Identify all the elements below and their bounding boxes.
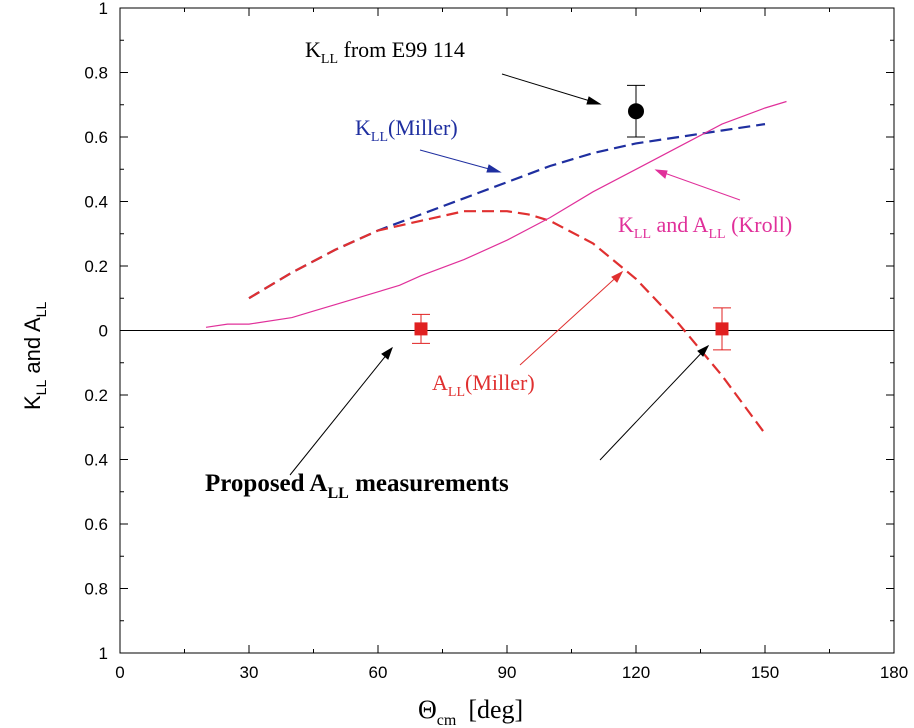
y-tick-label: 0.6 — [84, 515, 108, 534]
y-tick-label: 0.4 — [84, 451, 108, 470]
annotation-kll-miller-k: K — [355, 115, 371, 140]
arrow-proposed-left — [289, 347, 393, 476]
ticks: 0 30 60 90 120 150 180 1 0.8 0.6 0.4 0.2 0 0.2 0.4 0.6 0… — [84, 0, 908, 682]
arrowhead-proposed-left — [381, 346, 393, 360]
x-tick-label: 150 — [751, 663, 779, 682]
arrowhead-kroll — [654, 169, 668, 179]
x-tick-label: 120 — [622, 663, 650, 682]
arrow-all-miller — [519, 271, 623, 366]
data-point-1 — [414, 322, 428, 336]
arrowhead-all-miller — [611, 270, 624, 283]
annotation-all-miller-a: A — [432, 370, 448, 395]
annotation-kll-e99: KLL from E99 114 — [305, 37, 465, 67]
annotation-arrows — [289, 73, 741, 476]
x-tick-label: 90 — [498, 663, 517, 682]
annotation-kll-miller-sub: LL — [371, 130, 388, 145]
annotation-proposed-sub: LL — [327, 485, 348, 502]
arrow-kroll — [655, 169, 741, 201]
arrow-kll-miller — [419, 149, 501, 173]
annotation-kll-e99-k: K — [305, 37, 321, 62]
y-axis-label-a: A — [20, 317, 45, 332]
arrowhead-kll-miller — [486, 164, 502, 173]
series-line-1 — [248, 210, 766, 435]
arrowhead-e99 — [586, 96, 602, 105]
y-tick-label: 0.4 — [84, 193, 108, 212]
annotation-kroll-k: K — [618, 212, 634, 237]
annotation-kll-e99-sub: LL — [321, 52, 338, 67]
annotation-kll-miller: KLL(Miller) — [355, 115, 458, 145]
x-tick-label: 0 — [115, 663, 124, 682]
annotation-all-miller: ALL(Miller) — [432, 370, 535, 400]
y-tick-label: 1 — [99, 644, 108, 663]
annotation-proposed-rest: measurements — [349, 470, 509, 497]
arrow-e99 — [501, 73, 601, 105]
data-point-2 — [715, 322, 729, 336]
y-tick-label: 0.2 — [84, 386, 108, 405]
annotation-kroll-and: and A — [651, 212, 709, 237]
x-axis-label: Θcm [deg] — [418, 695, 523, 728]
y-tick-label: 0.2 — [84, 257, 108, 276]
y-tick-label: 0.8 — [84, 64, 108, 83]
series-line-2 — [205, 100, 787, 328]
y-tick-label: 0.8 — [84, 580, 108, 599]
data-point-0 — [628, 103, 644, 120]
annotation-kll-e99-rest: from E99 114 — [338, 37, 465, 62]
points-group — [412, 84, 731, 351]
x-axis-label-main: Θ — [418, 695, 437, 724]
annotation-kroll-a-sub: LL — [708, 227, 725, 242]
x-axis-label-unit: [deg] — [468, 695, 523, 724]
y-axis-label-k: K — [20, 395, 45, 410]
x-axis-label-sub: cm — [437, 712, 457, 728]
arrow-proposed-right — [599, 345, 709, 461]
x-tick-label: 30 — [240, 663, 259, 682]
y-axis-label-and: and — [20, 332, 45, 380]
x-tick-label: 180 — [880, 663, 908, 682]
annotation-kroll: KLL and ALL (Kroll) — [618, 212, 792, 242]
y-axis-label: KLL and ALL — [20, 302, 49, 410]
annotation-all-miller-sub: LL — [448, 385, 465, 400]
annotation-kll-miller-rest: (Miller) — [388, 115, 458, 140]
annotation-all-miller-rest: (Miller) — [465, 370, 535, 395]
annotation-proposed-pre: Proposed A — [205, 470, 327, 497]
x-tick-label: 60 — [369, 663, 388, 682]
y-tick-label: 0.6 — [84, 128, 108, 147]
arrowhead-proposed-right — [697, 344, 710, 357]
series-group — [205, 100, 787, 435]
annotation-kroll-k-sub: LL — [634, 227, 651, 242]
annotation-kroll-rest: (Kroll) — [726, 212, 793, 237]
y-tick-label: 0 — [99, 322, 108, 341]
y-axis-label-a-sub: LL — [33, 302, 49, 318]
annotation-proposed: Proposed ALL measurements — [205, 470, 509, 502]
y-tick-label: 1 — [99, 0, 108, 18]
y-axis-label-k-sub: LL — [33, 380, 49, 396]
